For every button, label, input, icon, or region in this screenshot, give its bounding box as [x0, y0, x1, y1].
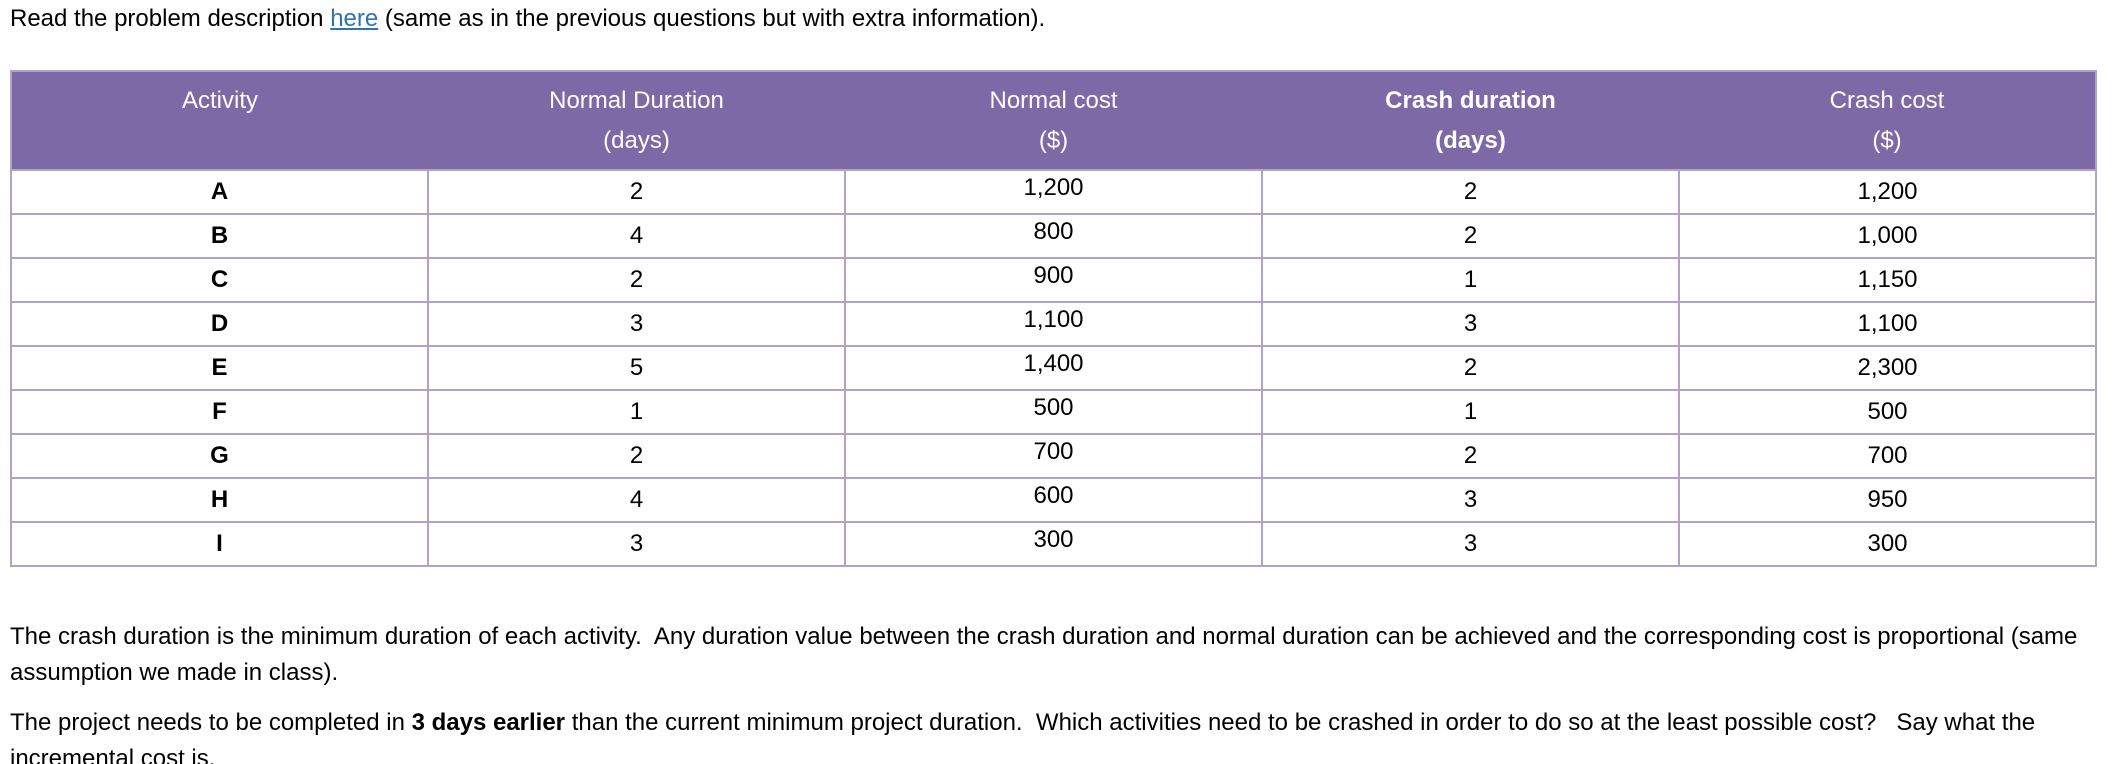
table-row: A 2 1,200 2 1,200 [10, 169, 2097, 215]
table-row: B 4 800 2 1,000 [10, 213, 2097, 259]
normal-cost-cell: 1,200 [844, 169, 1263, 215]
normal-cost-cell: 300 [844, 521, 1263, 567]
table-row: E 5 1,400 2 2,300 [10, 345, 2097, 391]
normal-duration-cell: 4 [427, 213, 846, 259]
normal-cost-cell: 1,100 [844, 301, 1263, 347]
crash-duration-cell: 1 [1261, 389, 1680, 435]
normal-duration-cell: 3 [427, 301, 846, 347]
column-header-label: Crash duration [1385, 87, 1556, 114]
normal-cost-cell: 700 [844, 433, 1263, 479]
activity-cell: I [10, 521, 429, 567]
normal-duration-cell: 2 [427, 257, 846, 303]
crash-cost-cell: 1,000 [1678, 213, 2097, 259]
table-row: H 4 600 3 950 [10, 477, 2097, 523]
activity-cell: F [10, 389, 429, 435]
crash-duration-cell: 1 [1261, 257, 1680, 303]
normal-cost-cell: 800 [844, 213, 1263, 259]
column-header-normal-duration: Normal Duration (days) [428, 71, 845, 170]
normal-duration-cell: 2 [427, 169, 846, 215]
crash-duration-cell: 2 [1261, 169, 1680, 215]
normal-cost-cell: 900 [844, 257, 1263, 303]
normal-cost-cell: 500 [844, 389, 1263, 435]
crash-cost-table: Activity Normal Duration (days) Normal c… [10, 70, 2097, 567]
crash-cost-cell: 1,150 [1678, 257, 2097, 303]
crash-duration-cell: 3 [1261, 477, 1680, 523]
normal-duration-cell: 1 [427, 389, 846, 435]
question-prefix: The project needs to be completed in [10, 709, 412, 736]
column-header-unit: ($) [1038, 127, 1069, 154]
column-header-normal-cost: Normal cost ($) [845, 71, 1262, 170]
crash-cost-cell: 1,200 [1678, 169, 2097, 215]
activity-cell: D [10, 301, 429, 347]
column-header-unit [12, 121, 428, 161]
normal-cost-cell: 1,400 [844, 345, 1263, 391]
problem-description-link[interactable]: here [330, 5, 379, 32]
column-header-unit: (days) [603, 127, 670, 154]
normal-duration-cell: 3 [427, 521, 846, 567]
column-header-activity: Activity [11, 71, 428, 170]
table-row: D 3 1,100 3 1,100 [10, 301, 2097, 347]
question-suffix: than the current minimum project duratio… [10, 709, 2042, 764]
table-row: G 2 700 2 700 [10, 433, 2097, 479]
crash-cost-cell: 500 [1678, 389, 2097, 435]
table-row: I 3 300 3 300 [10, 521, 2097, 567]
intro-prefix: Read the problem description [10, 5, 331, 32]
crash-duration-cell: 3 [1261, 521, 1680, 567]
assumption-paragraph: The crash duration is the minimum durati… [10, 623, 2085, 686]
crash-duration-cell: 2 [1261, 433, 1680, 479]
crash-cost-cell: 950 [1678, 477, 2097, 523]
crash-cost-cell: 300 [1678, 521, 2097, 567]
table-row: C 2 900 1 1,150 [10, 257, 2097, 303]
activity-cell: C [10, 257, 429, 303]
column-header-unit: (days) [1435, 127, 1506, 154]
activity-cell: A [10, 169, 429, 215]
column-header-label: Normal cost [989, 87, 1118, 114]
header-row: Activity Normal Duration (days) Normal c… [11, 71, 2096, 170]
intro-suffix: (same as in the previous questions but w… [378, 5, 1046, 32]
question-bold-phrase: 3 days earlier [411, 709, 566, 736]
column-header-label: Normal Duration [549, 87, 724, 114]
question-paragraph: The project needs to be completed in 3 d… [10, 705, 2098, 764]
crash-duration-cell: 2 [1261, 345, 1680, 391]
crash-cost-cell: 700 [1678, 433, 2097, 479]
activity-cell: H [10, 477, 429, 523]
column-header-label: Activity [181, 87, 258, 114]
column-header-label: Crash cost [1829, 87, 1945, 114]
table-row: F 1 500 1 500 [10, 389, 2097, 435]
activity-cell: G [10, 433, 429, 479]
activity-cell: B [10, 213, 429, 259]
column-header-crash-duration: Crash duration (days) [1262, 71, 1679, 170]
activity-cell: E [10, 345, 429, 391]
table-header: Activity Normal Duration (days) Normal c… [11, 71, 2096, 170]
normal-duration-cell: 4 [427, 477, 846, 523]
crash-cost-cell: 1,100 [1678, 301, 2097, 347]
normal-duration-cell: 5 [427, 345, 846, 391]
crash-duration-cell: 3 [1261, 301, 1680, 347]
crash-cost-cell: 2,300 [1678, 345, 2097, 391]
column-header-crash-cost: Crash cost ($) [1679, 71, 2096, 170]
table-body: A 2 1,200 2 1,200 B 4 800 2 1,000 C 2 900 1 1,150 D 3 1,1… [10, 169, 2097, 567]
column-header-unit: ($) [1872, 127, 1902, 154]
normal-cost-cell: 600 [844, 477, 1263, 523]
intro-text: Read the problem description here (same … [10, 4, 2098, 34]
normal-duration-cell: 2 [427, 433, 846, 479]
crash-duration-cell: 2 [1261, 213, 1680, 259]
